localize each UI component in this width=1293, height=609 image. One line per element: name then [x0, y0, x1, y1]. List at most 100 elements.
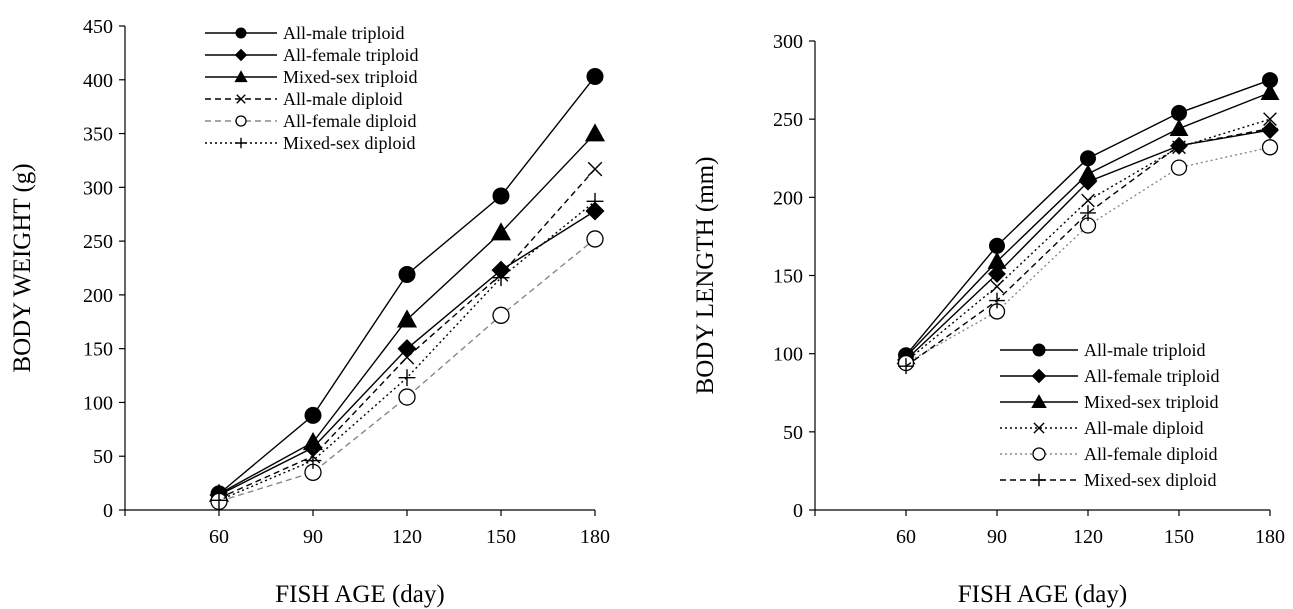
y-tick-label: 350 — [83, 124, 113, 146]
legend-label: Mixed-sex diploid — [1084, 470, 1217, 490]
series-all-male-diploid — [211, 161, 603, 506]
legend-entry: Mixed-sex triploid — [205, 67, 417, 87]
data-point — [586, 230, 604, 248]
data-point — [585, 201, 605, 221]
data-point — [1171, 104, 1187, 121]
legend-marker — [1031, 368, 1047, 384]
legend-label: All-male triploid — [1084, 340, 1205, 360]
y-tick-label: 150 — [773, 266, 803, 288]
legend-marker — [235, 137, 247, 149]
x-tick-label: 150 — [1164, 526, 1194, 548]
legend-label: Mixed-sex triploid — [283, 67, 417, 87]
y-tick-label: 50 — [93, 446, 113, 468]
series-mixed-sex-triploid — [208, 123, 606, 502]
data-point — [1081, 193, 1095, 208]
data-point — [1260, 82, 1280, 100]
data-point — [399, 349, 415, 365]
series-line — [218, 168, 596, 499]
data-point — [304, 452, 322, 469]
legend-label: All-male diploid — [283, 89, 402, 109]
legend-label: Mixed-sex diploid — [283, 133, 416, 153]
legend-label: Mixed-sex triploid — [1084, 392, 1218, 412]
legend-entry: All-male triploid — [205, 23, 404, 43]
x-tick-label: 120 — [1073, 526, 1103, 548]
data-point — [988, 264, 1006, 283]
x-tick-label: 180 — [1255, 526, 1285, 548]
data-point — [398, 388, 416, 406]
data-point — [586, 68, 604, 86]
series-all-female-diploid — [210, 230, 604, 511]
y-tick-label: 450 — [83, 16, 113, 38]
data-point — [1171, 137, 1187, 154]
data-point — [898, 358, 914, 375]
series-mixed-sex-diploid — [210, 192, 604, 509]
legend-label: All-female triploid — [1084, 366, 1219, 386]
data-point — [586, 192, 604, 210]
series-line — [905, 127, 1271, 367]
y-tick-label: 100 — [773, 344, 803, 366]
y-tick-label: 300 — [83, 177, 113, 199]
x-axis-label: FISH AGE (day) — [275, 581, 444, 608]
data-point — [1170, 159, 1188, 176]
legend-marker — [1032, 473, 1046, 487]
y-tick-label: 300 — [773, 31, 803, 53]
data-point — [990, 279, 1004, 294]
legend-marker — [236, 94, 246, 104]
legend-marker — [234, 70, 248, 83]
y-tick-label: 50 — [783, 422, 803, 444]
chart-1: 0 50 100 150 200 250 300 350 400 450 60 90 120 150 180… — [9, 16, 610, 608]
y-tick-label: 0 — [793, 500, 803, 522]
legend-entry: Mixed-sex diploid — [1000, 470, 1217, 490]
y-tick-label: 250 — [773, 109, 803, 131]
legend-marker — [1032, 447, 1046, 461]
legend-entry: All-female diploid — [205, 111, 416, 131]
x-tick-label: 60 — [896, 526, 916, 548]
legend-label: All-female diploid — [283, 111, 416, 131]
data-point — [302, 432, 324, 451]
legend-entry: All-female diploid — [1000, 444, 1217, 464]
y-tick-label: 200 — [773, 187, 803, 209]
data-point — [304, 406, 322, 424]
data-point — [1261, 139, 1279, 156]
y-tick-label: 100 — [83, 392, 113, 414]
y-tick-label: 250 — [83, 231, 113, 253]
data-point — [396, 309, 418, 328]
x-tick-label: 90 — [303, 526, 323, 548]
legend-label: All-female triploid — [283, 45, 418, 65]
series-all-male-triploid — [898, 72, 1278, 364]
chart-2: 0 50 100 150 200 250 300 60 90 120 150 180 FISH AGE … — [692, 31, 1285, 608]
data-point — [398, 265, 416, 283]
y-axis-label: BODY WEIGHT (g) — [9, 163, 36, 372]
data-point — [492, 187, 510, 205]
x-tick-label: 90 — [987, 526, 1007, 548]
legend-entry: All-male diploid — [1000, 418, 1203, 438]
data-point — [1078, 164, 1098, 182]
legend-marker — [1032, 343, 1046, 357]
data-point — [584, 123, 606, 142]
legend-entry: Mixed-sex diploid — [205, 133, 416, 153]
x-tick-label: 150 — [486, 526, 516, 548]
data-point — [492, 269, 510, 287]
data-point — [210, 491, 228, 509]
data-point — [1080, 205, 1096, 221]
legend-marker — [1031, 394, 1047, 409]
legend-entry: All-male diploid — [205, 89, 402, 109]
data-point — [1262, 120, 1278, 137]
legend-entry: All-female triploid — [1000, 366, 1219, 386]
legend-entry: Mixed-sex triploid — [1000, 392, 1218, 412]
series-mixed-sex-diploid — [898, 120, 1278, 375]
y-tick-label: 400 — [83, 70, 113, 92]
series-line — [905, 118, 1271, 363]
data-point — [1263, 112, 1277, 127]
x-axis-label: FISH AGE (day) — [958, 581, 1127, 608]
y-axis-label: BODY LENGTH (mm) — [692, 157, 719, 395]
legend-entry: All-male triploid — [1000, 340, 1205, 360]
legend-marker — [234, 48, 248, 62]
data-point — [987, 251, 1007, 269]
legend-entry: All-female triploid — [205, 45, 418, 65]
series-all-female-triploid — [209, 201, 605, 505]
data-point — [989, 237, 1005, 254]
x-tick-label: 180 — [580, 526, 610, 548]
data-point — [1169, 118, 1189, 136]
